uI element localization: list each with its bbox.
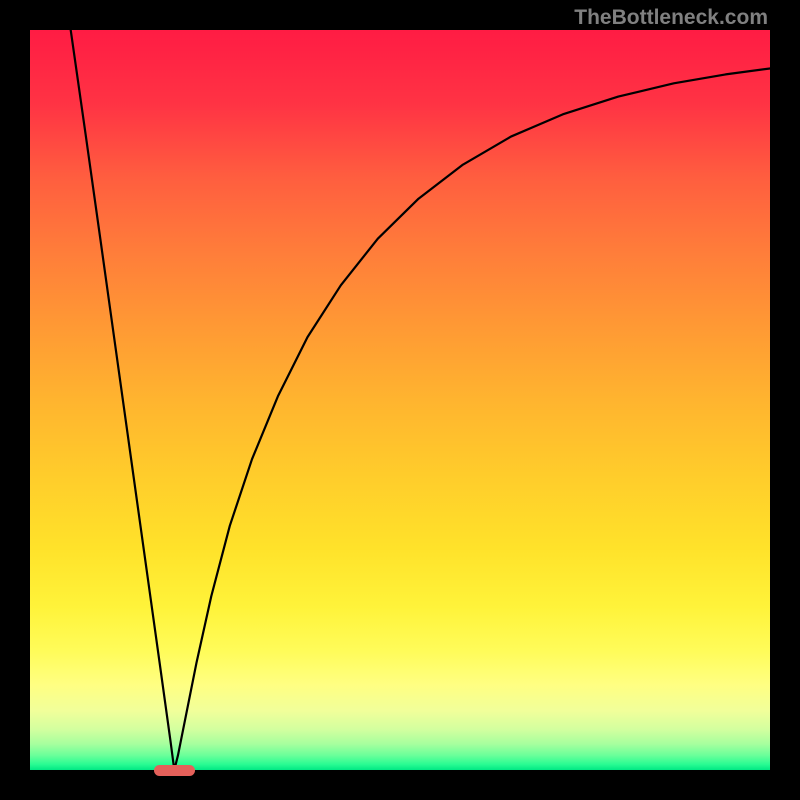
minimum-marker <box>154 765 195 776</box>
attribution-text: TheBottleneck.com <box>574 6 768 30</box>
chart-container: TheBottleneck.com <box>0 0 800 800</box>
bottleneck-curve <box>71 30 770 770</box>
curve-layer <box>30 30 770 770</box>
plot-area <box>30 30 770 770</box>
